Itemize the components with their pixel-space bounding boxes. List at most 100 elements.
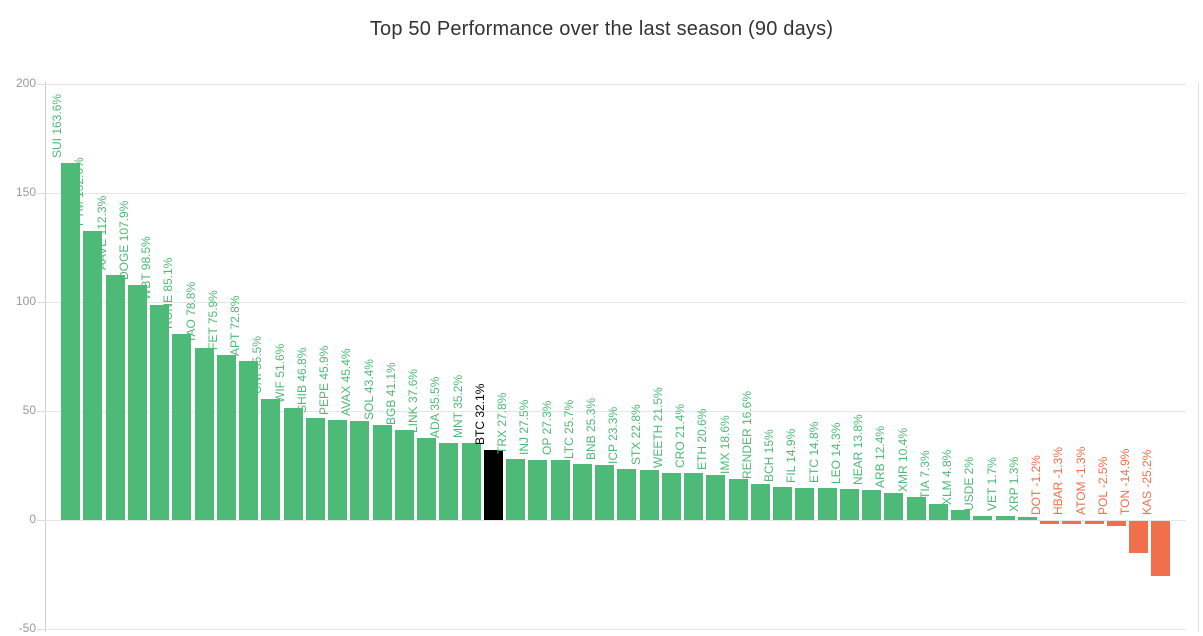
- bar-trx[interactable]: [506, 459, 525, 520]
- bar-label-sol: SOL 43.4%: [362, 359, 376, 420]
- bar-label-mnt: MNT 35.2%: [451, 374, 465, 438]
- bar-label-ada: ADA 35.5%: [428, 376, 442, 438]
- y-axis-line: [45, 82, 46, 632]
- bar-label-weeth: WEETH 21.5%: [651, 387, 665, 468]
- bar-label-render: RENDER 16.6%: [740, 390, 754, 479]
- bar-label-sui: SUI 163.6%: [50, 93, 64, 158]
- bar-label-ton: TON -14.9%: [1118, 448, 1132, 515]
- bar-link[interactable]: [417, 438, 436, 520]
- bar-fil[interactable]: [795, 488, 814, 520]
- bar-arb[interactable]: [884, 493, 903, 520]
- bar-leo[interactable]: [840, 489, 859, 520]
- bar-bgb[interactable]: [395, 430, 414, 520]
- bar-ton[interactable]: [1129, 521, 1148, 553]
- bar-kas[interactable]: [1151, 521, 1170, 576]
- y-tick-label--50: -50: [18, 621, 36, 635]
- bar-bch[interactable]: [773, 487, 792, 520]
- gridline-150: [45, 193, 1186, 194]
- bar-vet[interactable]: [996, 516, 1015, 520]
- bar-near[interactable]: [862, 490, 881, 520]
- bar-ftm[interactable]: [83, 231, 102, 520]
- bar-label-icp: ICP 23.3%: [606, 406, 620, 464]
- bar-hbar[interactable]: [1062, 521, 1081, 524]
- bar-atom[interactable]: [1085, 521, 1104, 524]
- bar-label-doge: DOGE 107.9%: [117, 200, 131, 280]
- bar-sol[interactable]: [373, 425, 392, 520]
- bar-label-bch: BCH 15%: [762, 429, 776, 482]
- bar-usde[interactable]: [973, 516, 992, 520]
- bar-label-arb: ARB 12.4%: [873, 425, 887, 488]
- bar-rune[interactable]: [172, 334, 191, 520]
- bar-label-eth: ETH 20.6%: [695, 408, 709, 470]
- bar-label-vet: VET 1.7%: [985, 457, 999, 511]
- bar-label-shib: SHIB 46.8%: [295, 347, 309, 413]
- bar-label-wbt: WBT 98.5%: [139, 236, 153, 300]
- bar-label-cro: CRO 21.4%: [673, 403, 687, 468]
- y-tick-mark: [37, 302, 45, 303]
- bar-label-aave: AAVE 112.3%: [95, 195, 109, 270]
- bar-ltc[interactable]: [573, 464, 592, 520]
- bar-imx[interactable]: [729, 479, 748, 520]
- bar-label-btc: BTC 32.1%: [473, 383, 487, 445]
- bar-eth[interactable]: [706, 475, 725, 520]
- bar-label-dot: DOT -1.2%: [1029, 455, 1043, 515]
- bar-xmr[interactable]: [907, 497, 926, 520]
- bar-pepe[interactable]: [328, 420, 347, 520]
- y-tick-label-0: 0: [29, 512, 36, 526]
- bar-label-tia: TIA 7.3%: [918, 450, 932, 499]
- bar-etc[interactable]: [818, 488, 837, 520]
- bar-pol[interactable]: [1107, 521, 1126, 526]
- bar-label-inj: INJ 27.5%: [517, 399, 531, 455]
- gridline--50: [45, 629, 1186, 630]
- bar-label-link: LINK 37.6%: [406, 368, 420, 433]
- bar-label-ltc: LTC 25.7%: [562, 399, 576, 459]
- bar-uni[interactable]: [261, 399, 280, 520]
- y-tick-label-50: 50: [22, 403, 36, 417]
- bar-btc[interactable]: [484, 450, 503, 520]
- bar-weeth[interactable]: [662, 473, 681, 520]
- bar-label-avax: AVAX 45.4%: [339, 348, 353, 416]
- bar-label-stx: STX 22.8%: [629, 404, 643, 465]
- bar-ada[interactable]: [439, 443, 458, 520]
- gridline-0: [45, 520, 1186, 521]
- bar-label-uni: UNI 55.5%: [250, 335, 264, 394]
- bar-sui[interactable]: [61, 163, 80, 520]
- bar-inj[interactable]: [528, 460, 547, 520]
- bar-mnt[interactable]: [462, 443, 481, 520]
- gridline-100: [45, 302, 1186, 303]
- y-tick-label-200: 200: [15, 76, 36, 90]
- bar-label-fet: FET 75.9%: [206, 290, 220, 350]
- bar-doge[interactable]: [128, 285, 147, 520]
- bar-op[interactable]: [551, 460, 570, 520]
- bar-apt[interactable]: [239, 361, 258, 520]
- bar-avax[interactable]: [350, 421, 369, 520]
- bar-xlm[interactable]: [951, 510, 970, 520]
- bar-bnb[interactable]: [595, 465, 614, 520]
- bar-label-rune: RUNE 85.1%: [161, 257, 175, 329]
- bar-fet[interactable]: [217, 355, 236, 520]
- bar-label-leo: LEO 14.3%: [829, 422, 843, 484]
- bar-render[interactable]: [751, 484, 770, 520]
- bar-stx[interactable]: [640, 470, 659, 520]
- bar-cro[interactable]: [684, 473, 703, 520]
- y-tick-mark: [37, 520, 45, 521]
- bar-aave[interactable]: [106, 275, 125, 520]
- bar-label-bnb: BNB 25.3%: [584, 397, 598, 460]
- y-tick-mark: [37, 193, 45, 194]
- bar-label-near: NEAR 13.8%: [851, 414, 865, 485]
- bar-wif[interactable]: [284, 408, 303, 520]
- bar-xrp[interactable]: [1018, 517, 1037, 520]
- bar-label-etc: ETC 14.8%: [807, 421, 821, 483]
- bar-tia[interactable]: [929, 504, 948, 520]
- bar-label-op: OP 27.3%: [540, 400, 554, 455]
- bar-dot[interactable]: [1040, 521, 1059, 524]
- bar-icp[interactable]: [617, 469, 636, 520]
- bar-label-tao: TAO 78.8%: [184, 281, 198, 343]
- bar-label-bgb: BGB 41.1%: [384, 362, 398, 425]
- y-tick-mark: [37, 84, 45, 85]
- bar-tao[interactable]: [195, 348, 214, 520]
- bar-shib[interactable]: [306, 418, 325, 520]
- bar-wbt[interactable]: [150, 305, 169, 520]
- bar-label-xrp: XRP 1.3%: [1007, 456, 1021, 512]
